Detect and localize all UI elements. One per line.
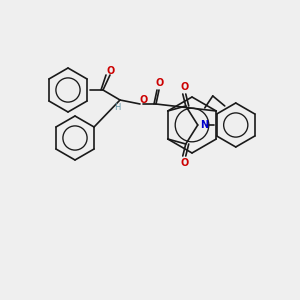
Text: O: O xyxy=(156,78,164,88)
Text: N: N xyxy=(200,120,208,130)
Text: O: O xyxy=(180,158,188,168)
Text: O: O xyxy=(180,82,188,92)
Text: H: H xyxy=(114,103,120,112)
Text: O: O xyxy=(140,95,148,105)
Text: O: O xyxy=(107,66,115,76)
